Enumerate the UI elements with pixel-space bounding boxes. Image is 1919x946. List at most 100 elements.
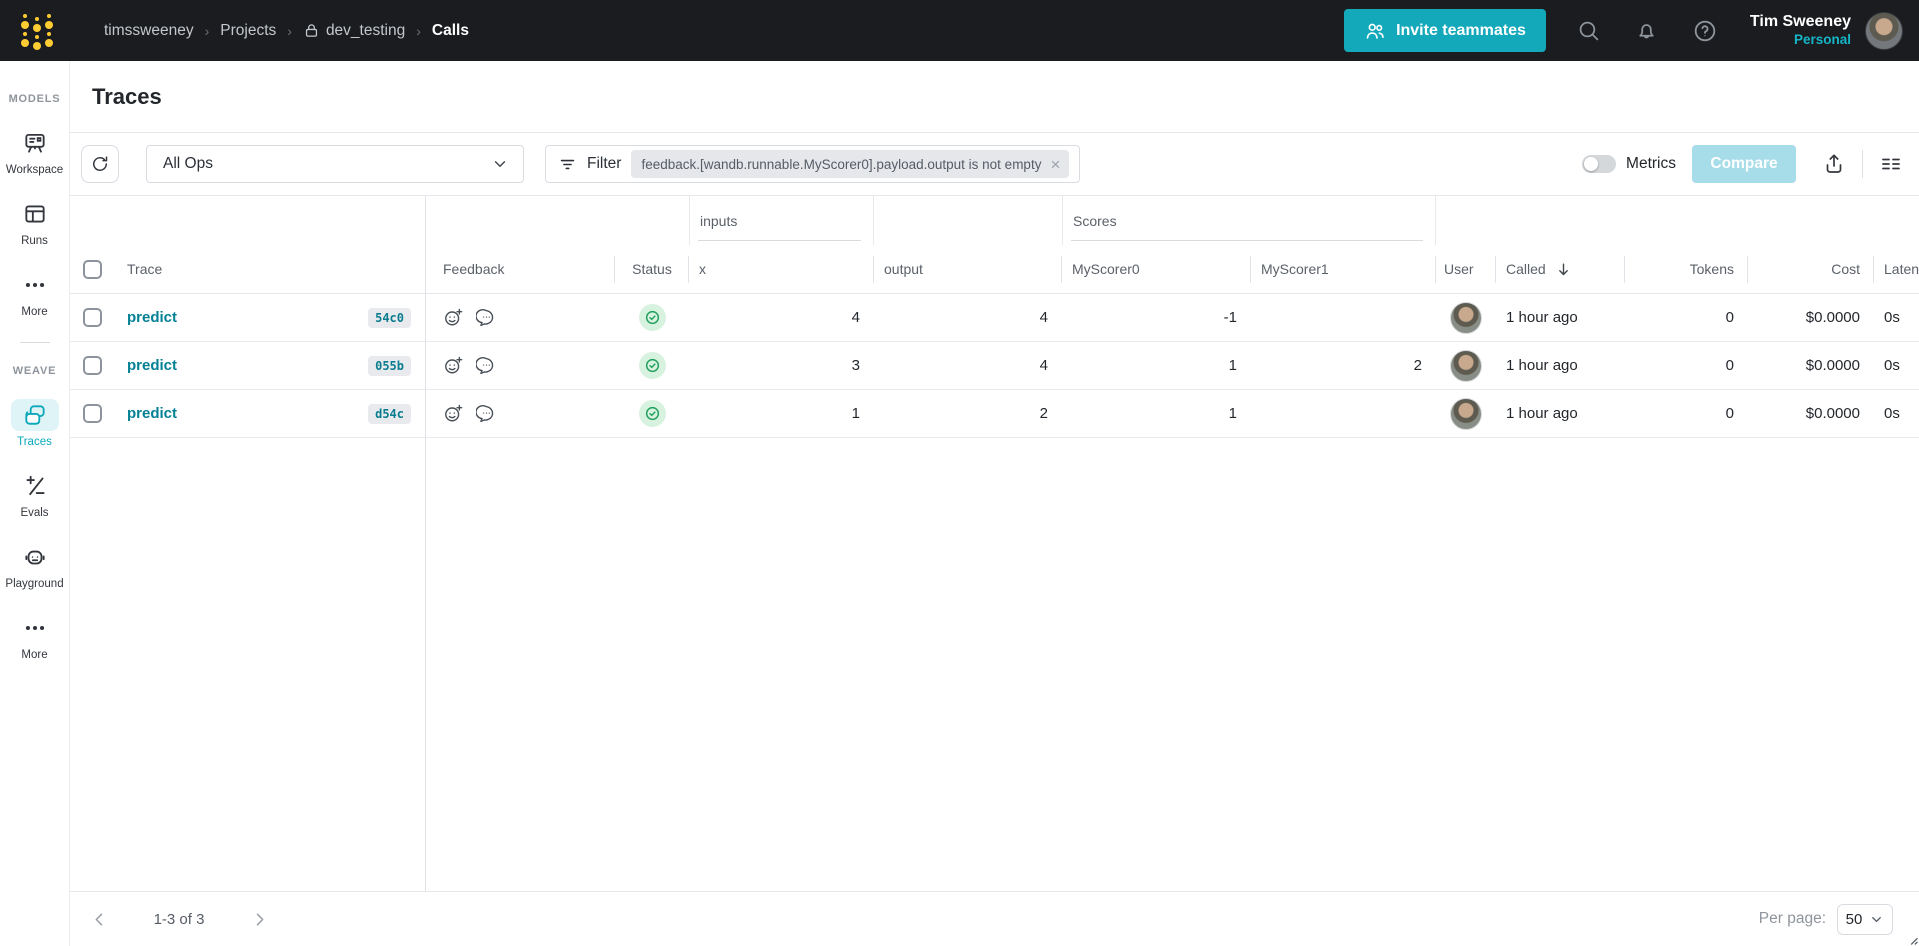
sidebar-item-traces[interactable]: Traces <box>10 399 59 448</box>
sidebar-item-label: Evals <box>20 507 49 519</box>
sidebar-item-more-weave[interactable]: More <box>11 612 59 661</box>
main-content: Traces All Ops Filter feedback.[wandb.ru… <box>70 61 1919 946</box>
header-feedback[interactable]: Feedback <box>425 245 615 293</box>
cell-myscorer1 <box>1251 294 1436 341</box>
sidebar-item-workspace[interactable]: Workspace <box>6 127 63 176</box>
row-checkbox[interactable] <box>83 404 102 423</box>
breadcrumb-project[interactable]: dev_testing <box>303 22 405 40</box>
cell-tokens: 0 <box>1725 405 1734 422</box>
sidebar-divider <box>19 342 50 343</box>
sidebar-section-models: MODELS <box>8 93 61 105</box>
user-avatar[interactable] <box>1450 301 1482 334</box>
header-myscorer0[interactable]: MyScorer0 <box>1062 245 1251 293</box>
help-icon[interactable] <box>1690 16 1720 46</box>
notifications-bell-icon[interactable] <box>1632 16 1662 46</box>
header-status[interactable]: Status <box>615 245 689 293</box>
resize-grip-icon[interactable] <box>1907 934 1918 945</box>
sidebar-item-evals[interactable]: Evals <box>11 470 59 519</box>
trace-id-chip[interactable]: 055b <box>368 355 411 376</box>
export-icon[interactable] <box>1822 152 1846 176</box>
add-reaction-icon[interactable] <box>443 355 464 376</box>
add-reaction-icon[interactable] <box>443 307 464 328</box>
evals-icon <box>25 475 45 496</box>
trace-id-chip[interactable]: d54c <box>368 403 411 424</box>
filter-bar[interactable]: Filter feedback.[wandb.runnable.MyScorer… <box>545 145 1081 183</box>
remove-filter-icon[interactable]: × <box>1050 154 1061 174</box>
user-avatar[interactable] <box>1450 349 1482 382</box>
sidebar-section-weave: WEAVE <box>12 365 57 377</box>
search-icon[interactable] <box>1574 16 1604 46</box>
compare-button[interactable]: Compare <box>1692 145 1796 183</box>
traces-icon <box>24 405 45 425</box>
column-group-scores: Scores <box>1062 196 1436 245</box>
cell-called: 1 hour ago <box>1506 357 1578 374</box>
breadcrumb-org[interactable]: timssweeney <box>104 21 194 39</box>
breadcrumb-projects[interactable]: Projects <box>220 21 277 39</box>
header-cost[interactable]: Cost <box>1748 245 1874 293</box>
refresh-icon <box>93 156 108 171</box>
sidebar-item-label: More <box>21 306 48 318</box>
sort-desc-icon[interactable] <box>1555 261 1572 278</box>
cell-tokens: 0 <box>1725 309 1734 326</box>
comment-icon[interactable] <box>476 307 497 328</box>
header-myscorer1[interactable]: MyScorer1 <box>1251 245 1436 293</box>
cell-output: 2 <box>1039 405 1048 422</box>
user-avatar[interactable] <box>1450 397 1482 430</box>
trace-op-link[interactable]: predict <box>127 357 178 374</box>
table-footer: 1-3 of 3 Per page: 50 <box>70 891 1919 946</box>
sidebar-item-more-models[interactable]: More <box>11 269 59 318</box>
chevron-down-icon <box>494 161 506 167</box>
sidebar-item-label: Runs <box>21 235 48 247</box>
select-all-checkbox[interactable] <box>83 259 102 279</box>
header-called-label: Called <box>1506 261 1546 277</box>
table-empty-space <box>70 438 1919 891</box>
comment-icon[interactable] <box>476 355 497 376</box>
next-page-icon[interactable] <box>244 904 274 934</box>
page-title: Traces <box>92 83 162 109</box>
table-row[interactable]: predict 54c0 4 4 -1 1 hour ago 0 $0.0000… <box>70 294 1919 342</box>
sidebar-item-label: More <box>21 649 48 661</box>
header-trace[interactable]: Trace <box>127 261 163 277</box>
sidebar-item-label: Playground <box>5 578 64 590</box>
cell-latency: 0s <box>1884 309 1900 326</box>
sidebar-item-playground[interactable]: Playground <box>5 541 64 590</box>
metrics-toggle[interactable] <box>1582 155 1617 173</box>
trace-op-link[interactable]: predict <box>127 309 178 326</box>
user-avatar[interactable] <box>1865 11 1903 50</box>
row-checkbox[interactable] <box>83 308 102 327</box>
comment-icon[interactable] <box>476 403 497 424</box>
pagination-range: 1-3 of 3 <box>153 910 205 928</box>
filter-chip[interactable]: feedback.[wandb.runnable.MyScorer0].payl… <box>631 150 1070 178</box>
prev-page-icon[interactable] <box>84 904 114 934</box>
add-reaction-icon[interactable] <box>443 403 464 424</box>
header-output[interactable]: output <box>874 245 1062 293</box>
row-checkbox[interactable] <box>83 356 102 375</box>
header-latency[interactable]: Latency <box>1884 261 1919 277</box>
wandb-logo-icon[interactable] <box>16 9 58 53</box>
header-user[interactable]: User <box>1436 245 1496 293</box>
header-x[interactable]: x <box>689 245 874 293</box>
invite-teammates-button[interactable]: Invite teammates <box>1344 9 1546 52</box>
per-page-select[interactable]: 50 <box>1837 903 1893 935</box>
lock-icon <box>305 24 318 37</box>
metrics-toggle-label: Metrics <box>1626 155 1676 172</box>
per-page-label: Per page: <box>1758 910 1826 927</box>
refresh-button[interactable] <box>81 145 119 183</box>
header-tokens[interactable]: Tokens <box>1625 245 1748 293</box>
more-dots-icon <box>25 625 44 631</box>
group-label-scores: Scores <box>1073 212 1117 229</box>
user-menu[interactable]: Tim Sweeney Personal <box>1750 12 1851 49</box>
trace-id-chip[interactable]: 54c0 <box>368 307 411 328</box>
op-filter-dropdown[interactable]: All Ops <box>146 145 524 183</box>
header-called[interactable]: Called <box>1496 245 1625 293</box>
breadcrumb: timssweeney › Projects › dev_testing › C… <box>104 22 469 40</box>
cell-tokens: 0 <box>1725 357 1734 374</box>
column-settings-icon[interactable] <box>1879 152 1903 176</box>
table-row[interactable]: predict 055b 3 4 1 2 1 hour ago 0 $0.000… <box>70 342 1919 390</box>
workspace-icon <box>24 133 45 153</box>
sidebar-item-runs[interactable]: Runs <box>11 198 59 247</box>
cell-x: 4 <box>851 309 860 326</box>
trace-op-link[interactable]: predict <box>127 405 178 422</box>
table-row[interactable]: predict d54c 1 2 1 1 hour ago 0 $0.0000 … <box>70 390 1919 438</box>
cell-latency: 0s <box>1884 405 1900 422</box>
